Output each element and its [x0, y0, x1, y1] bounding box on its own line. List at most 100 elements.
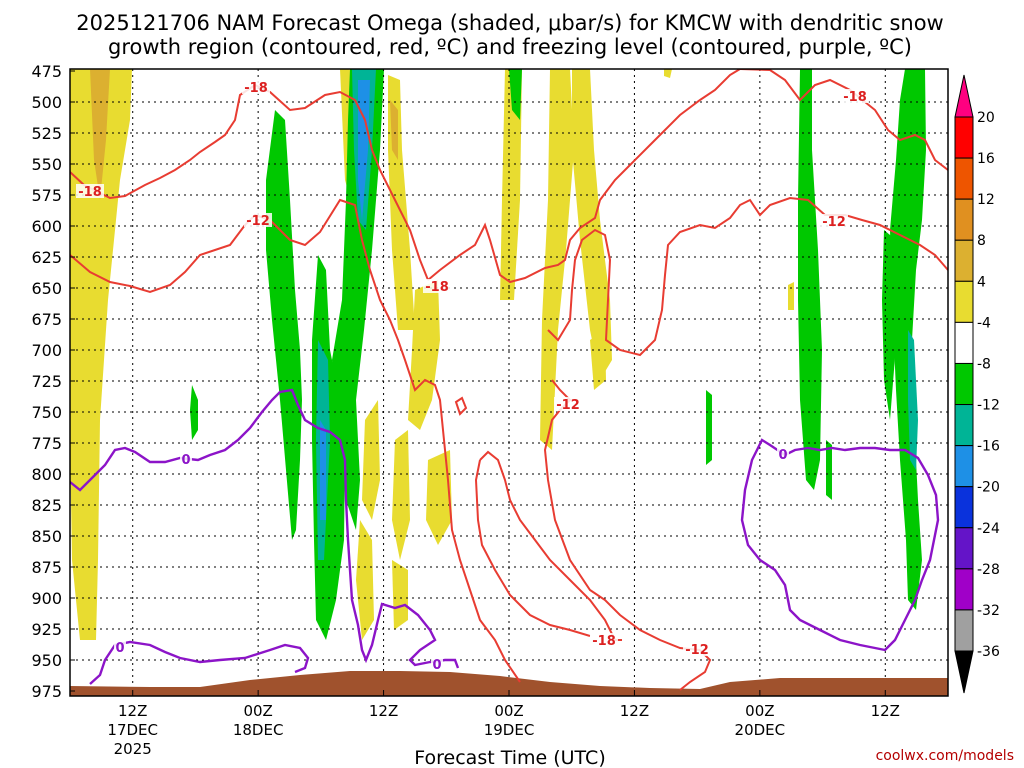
- chart-title-line-2: growth region (contoured, red, ºC) and f…: [108, 35, 912, 59]
- omega-band-yellow-16: [788, 282, 794, 310]
- colorbar-label: -24: [977, 521, 1000, 537]
- dgz-contour-minus12-left: [70, 198, 521, 683]
- omega-shading-orange: [94, 69, 398, 160]
- contour-label: -12: [685, 643, 709, 658]
- omega-band-yellow-3: [70, 200, 100, 500]
- colorbar-swatch: [954, 527, 974, 570]
- y-tick-label: 550: [31, 155, 62, 174]
- colorbar-swatch: [954, 116, 974, 159]
- x-tick-label: 00Z: [745, 702, 774, 720]
- y-tick-label: 475: [31, 62, 62, 81]
- contour-label-bg: [683, 642, 711, 656]
- omega-band-yellow-7: [362, 400, 380, 520]
- contour-label-bg: [590, 633, 618, 647]
- omega-band-green-8: [826, 440, 832, 500]
- colorbar-label: 8: [977, 233, 986, 249]
- colorbar-swatch: [954, 362, 974, 406]
- omega-band-yellow-8: [392, 430, 410, 560]
- colorbar-label: -12: [977, 398, 1000, 414]
- omega-band-green-1: [266, 110, 302, 540]
- dgz-contour-minus12-lower: [543, 379, 701, 651]
- contour-label-bg: [76, 184, 104, 198]
- freezing-contour-upper: [70, 388, 460, 669]
- omega-band-yellow-15: [590, 330, 606, 390]
- colorbar-swatch: [954, 568, 974, 611]
- colorbar-swatch: [954, 486, 974, 529]
- y-tick-label: 700: [31, 341, 62, 360]
- y-axis: 475 500 525 550 575 600 625 650 675 700 725 750 775 8…: [31, 62, 75, 701]
- contour-label: -18: [244, 81, 268, 96]
- omega-band-yellow-12: [500, 69, 522, 300]
- plot-area: [70, 69, 948, 696]
- colorbar-top-arrow: [954, 74, 974, 118]
- colorbar-label: -36: [977, 644, 1000, 660]
- y-tick-label: 975: [31, 682, 62, 701]
- freezing-contour-lower-left: [89, 640, 310, 685]
- omega-band-teal-3: [908, 330, 918, 470]
- y-tick-label: 825: [31, 496, 62, 515]
- contour-label-bg: [242, 80, 270, 94]
- x-axis-label: Forecast Time (UTC): [414, 747, 605, 768]
- colorbar-bottom-arrow: [954, 650, 974, 694]
- omega-shading-yellow: [70, 69, 794, 640]
- colorbar-label: -32: [977, 603, 1000, 619]
- y-tick-label: 650: [31, 279, 62, 298]
- contour-label: -18: [425, 280, 449, 295]
- contour-label: -18: [592, 634, 616, 649]
- omega-band-yellow-17: [664, 69, 672, 78]
- dgz-contour-minus12-lower-right: [679, 649, 712, 691]
- contour-label: -12: [822, 215, 846, 230]
- omega-band-green-4: [190, 385, 198, 440]
- colorbar-swatch: [954, 404, 974, 447]
- x-tick-date: 19DEC: [484, 721, 535, 739]
- colorbar-label: -28: [977, 562, 1000, 578]
- omega-band-green-5: [509, 69, 522, 120]
- credit-text: coolwx.com/models: [876, 748, 1014, 764]
- colorbar-label: -4: [977, 315, 991, 331]
- contour-label-bg: [777, 447, 789, 461]
- freezing-level-contours: [70, 388, 940, 685]
- omega-band-yellow-11: [392, 560, 408, 630]
- dgz-contour-minus18-lower: [479, 450, 622, 641]
- y-tick-label: 675: [31, 310, 62, 329]
- dgz-contour-minus18-lower-inner: [474, 459, 591, 637]
- colorbar-label: -20: [977, 480, 1000, 496]
- contour-label-bg: [180, 452, 192, 466]
- omega-band-orange-1: [94, 69, 108, 160]
- omega-band-orange-2: [390, 100, 398, 160]
- terrain-surface: [70, 671, 948, 696]
- contour-labels: -18 -18 -12 -18 -12 -18 -12 -18 -12 0 0 0 0: [76, 80, 869, 673]
- x-tick-label: 12Z: [369, 702, 398, 720]
- colorbar-swatch: [954, 239, 974, 282]
- y-tick-label: 950: [31, 651, 62, 670]
- y-tick-label: 525: [31, 124, 62, 143]
- contour-label-bg: [431, 657, 443, 671]
- omega-band-green-6: [706, 390, 712, 465]
- chart-title-line-1: 2025121706 NAM Forecast Omega (shaded, μ…: [76, 11, 943, 35]
- contour-label: 0: [115, 641, 124, 656]
- omega-band-blue-1: [358, 80, 370, 220]
- colorbar-swatch: [954, 445, 974, 488]
- omega-band-yellow-9: [426, 450, 452, 545]
- colorbar-label: -8: [977, 356, 991, 372]
- x-tick-year: 2025: [114, 740, 152, 758]
- omega-band-yellow-13: [540, 69, 574, 450]
- contour-label-bg: [841, 89, 869, 103]
- omega-band-green-10: [882, 230, 898, 420]
- x-tick-label: 12Z: [118, 702, 147, 720]
- contour-label-bg: [244, 213, 272, 227]
- x-tick-label: 12Z: [620, 702, 649, 720]
- y-tick-label: 850: [31, 527, 62, 546]
- contour-label-bg: [820, 214, 848, 228]
- colorbar-label: 16: [977, 151, 995, 167]
- contour-label: 0: [181, 453, 190, 468]
- contour-label: -12: [246, 214, 270, 229]
- y-tick-label: 600: [31, 217, 62, 236]
- omega-band-green-3: [332, 69, 384, 530]
- colorbar: 20 16 12 8 4 -4 -8 -12 -16 -20 -24 -28 -32 -36: [954, 74, 1000, 694]
- colorbar-label: 12: [977, 192, 995, 208]
- omega-band-yellow-14: [572, 69, 612, 380]
- contour-label-bg: [423, 279, 451, 293]
